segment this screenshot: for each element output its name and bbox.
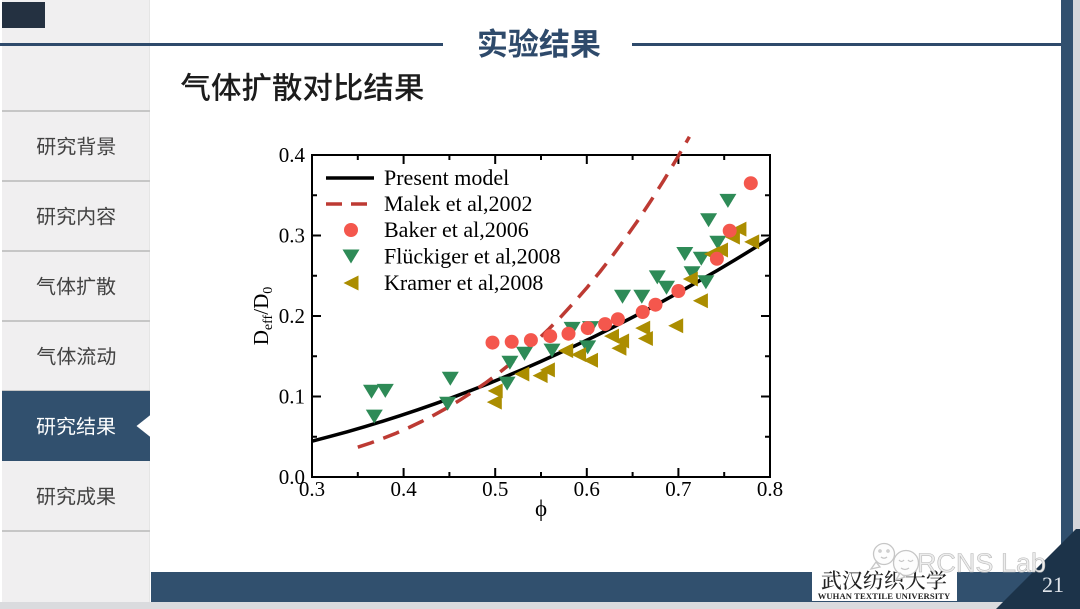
svg-text:0.1: 0.1 (279, 385, 305, 409)
svg-text:0.2: 0.2 (279, 304, 305, 328)
svg-text:0.5: 0.5 (482, 477, 508, 501)
svg-text:Flückiger et al,2008: Flückiger et al,2008 (384, 244, 561, 269)
svg-text:RCNS Lab: RCNS Lab (917, 548, 1046, 578)
svg-text:ϕ: ϕ (535, 496, 547, 521)
svg-text:Kramer et al,2008: Kramer et al,2008 (384, 270, 543, 295)
svg-text:Baker et al,2006: Baker et al,2006 (384, 217, 529, 242)
svg-text:0.6: 0.6 (574, 477, 600, 501)
svg-text:0.3: 0.3 (279, 224, 305, 248)
svg-text:21: 21 (1042, 572, 1064, 597)
svg-text:Deff/D0: Deff/D0 (249, 287, 276, 345)
svg-text:0.3: 0.3 (299, 477, 325, 501)
svg-text:Malek et al,2002: Malek et al,2002 (384, 191, 532, 216)
svg-text:WUHAN TEXTILE UNIVERSITY: WUHAN TEXTILE UNIVERSITY (818, 591, 951, 601)
svg-text:0.8: 0.8 (757, 477, 783, 501)
svg-text:0.4: 0.4 (390, 477, 417, 501)
svg-text:0.0: 0.0 (279, 465, 305, 489)
svg-text:Present model: Present model (384, 165, 509, 190)
svg-text:0.4: 0.4 (279, 143, 306, 167)
svg-text:0.7: 0.7 (665, 477, 691, 501)
